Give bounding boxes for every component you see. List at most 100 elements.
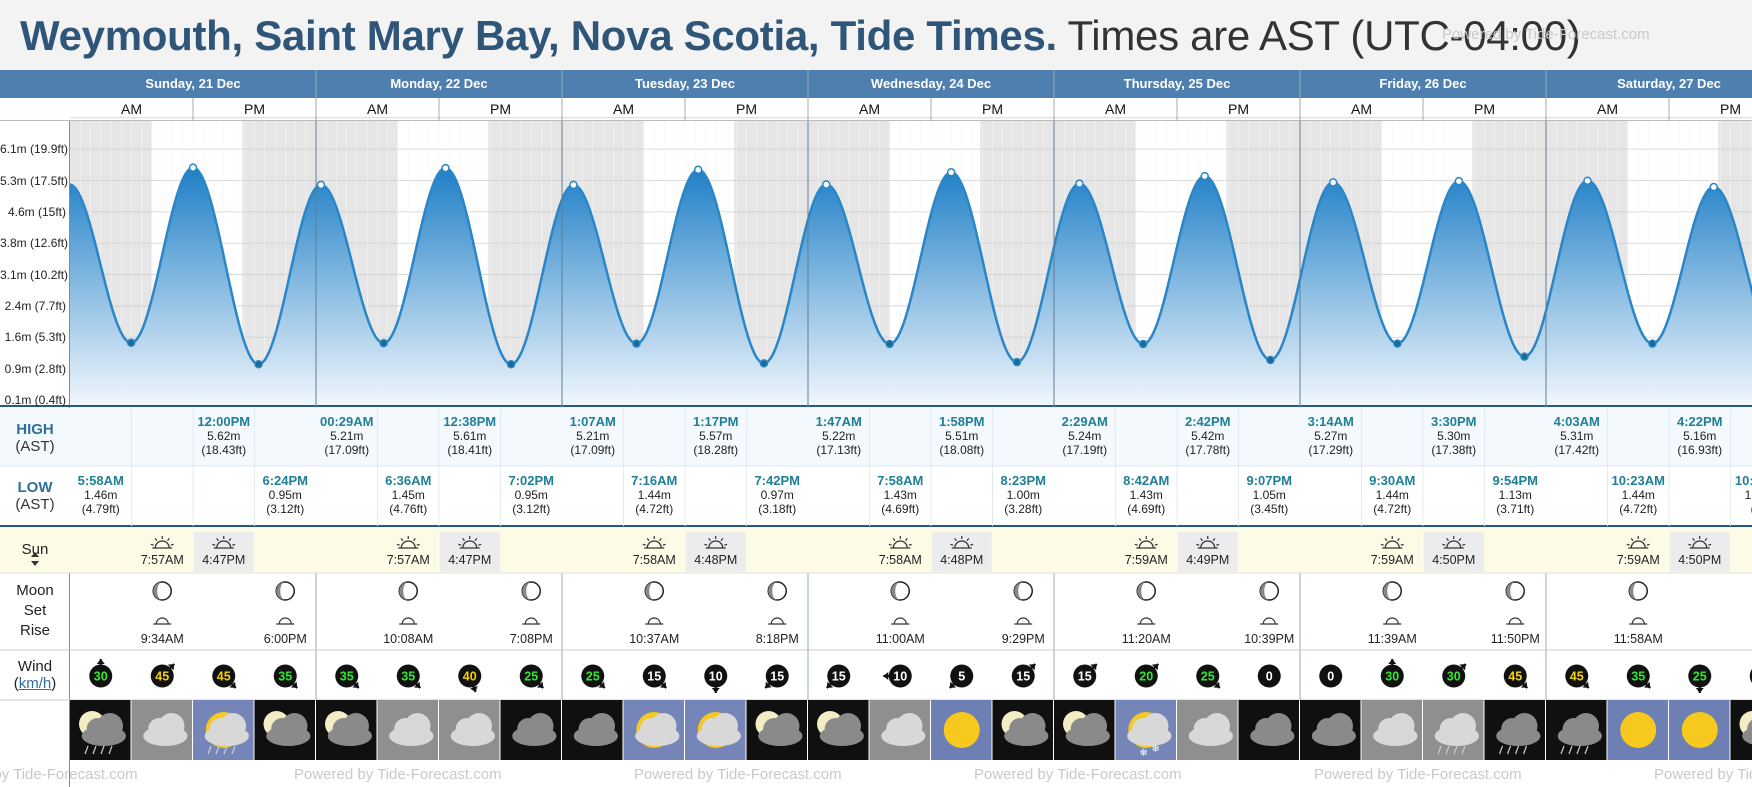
- moon-time: 10:37AM: [629, 632, 680, 646]
- powered-by-watermark: Powered by Tide-Forecast.com: [294, 766, 502, 783]
- wind-speed: 35: [340, 670, 354, 684]
- wind-speed: 5: [958, 670, 965, 684]
- wind-speed: 40: [463, 670, 477, 684]
- sunrise-icon: [396, 536, 420, 549]
- wind-icon: 15: [1011, 663, 1037, 688]
- wind-icon: 30: [1442, 663, 1467, 688]
- day-header: Sunday, 21 Dec: [145, 76, 241, 91]
- sun-time: 4:50PM: [1678, 553, 1722, 567]
- wind-speed: 45: [1570, 670, 1584, 684]
- low-tide-cell: 6:36AM 1.45m (4.76ft): [385, 473, 432, 517]
- wind-speed: 20: [1139, 670, 1153, 684]
- am-label: AM: [859, 101, 880, 117]
- svg-text:❄: ❄: [1140, 748, 1148, 759]
- moon-time: 11:00AM: [875, 632, 925, 646]
- powered-by-watermark: Powered by Tide-Forecast.com: [974, 766, 1182, 783]
- wind-speed: 30: [1447, 670, 1461, 684]
- wind-icon: 30: [1380, 659, 1404, 688]
- moon-phase-icon: [275, 581, 295, 601]
- wind-speed: 15: [770, 670, 784, 684]
- high-tide-cell: 1:07AM 5.21m (17.09ft): [569, 414, 616, 458]
- am-label: AM: [1351, 101, 1372, 117]
- weather-sun-cloud-icon: [623, 700, 684, 760]
- moonset-icon: [1137, 617, 1156, 625]
- moon-phase-icon: [1013, 581, 1033, 601]
- high-tide-cell: 00:29AM 5.21m (17.09ft): [320, 414, 374, 458]
- svg-text:❄: ❄: [1152, 744, 1160, 755]
- moon-phase-icon: [1136, 581, 1156, 601]
- sun-time: 7:59AM: [1124, 553, 1168, 567]
- weather-night-cloud-icon: [316, 700, 377, 760]
- wind-speed: 15: [1016, 670, 1030, 684]
- moonset-icon: [891, 617, 910, 625]
- moonrise-icon: [768, 617, 787, 625]
- weather-cloudy-rain-icon: [1423, 700, 1484, 760]
- wind-icon: 35: [335, 664, 360, 689]
- wind-speed: 15: [832, 670, 846, 684]
- high-tide-point: [1454, 176, 1464, 186]
- low-tide-point: [254, 359, 263, 369]
- wind-speed: 0: [1266, 670, 1273, 684]
- weather-day-cloud-rain-icon: [193, 700, 254, 760]
- weather-dark-cloudy-rain-icon: [1546, 700, 1607, 760]
- weather-cloudy-icon: [377, 700, 438, 760]
- moon-phase-icon: [1259, 581, 1279, 601]
- moon-time: 11:39AM: [1367, 632, 1417, 646]
- sunrise-icon: [1380, 536, 1404, 549]
- weather-sunny-icon: [1607, 700, 1668, 760]
- wind-icon: 15: [825, 664, 851, 689]
- high-tide-cell: 12:38PM 5.61m (18.41ft): [443, 414, 497, 458]
- moon-phase-icon: [1628, 581, 1648, 601]
- moon-time: 6:00PM: [263, 632, 307, 646]
- wind-icon: 25: [581, 664, 606, 689]
- sunset-icon: [458, 536, 482, 549]
- wind-row-label: Wind (km/h): [13, 658, 57, 692]
- pm-label: PM: [736, 101, 757, 117]
- tide-line: [68, 166, 1752, 366]
- high-tide-cell: 4:22PM 5.16m (16.93ft): [1676, 414, 1723, 458]
- wind-unit-link[interactable]: km/h: [18, 675, 52, 692]
- sun-time: 4:47PM: [202, 553, 246, 567]
- wind-icon: 45: [1503, 664, 1529, 689]
- moon-phase-icon: [521, 581, 541, 601]
- weather-cloudy-icon: [1177, 700, 1238, 760]
- day-header: Tuesday, 23 Dec: [635, 76, 735, 91]
- sun-time: 4:50PM: [1432, 553, 1476, 567]
- high-tide-point: [822, 180, 831, 189]
- wind-icon: 5: [948, 664, 974, 689]
- weather-night-cloud-icon: [254, 700, 315, 760]
- high-tide-cell: 4:03AM 5.31m (17.42ft): [1553, 414, 1600, 458]
- wind-icon: 25: [1196, 664, 1221, 689]
- high-tide-point: [1709, 182, 1719, 192]
- moon-phase-icon: [644, 581, 664, 601]
- low-tide-point: [379, 338, 388, 348]
- sunset-icon: [212, 536, 236, 549]
- wind-icon: 35: [1626, 664, 1652, 689]
- high-tide-point: [693, 165, 703, 175]
- weather-dark-cloudy-rain-icon: [1484, 700, 1545, 760]
- moonrise-icon: [276, 617, 295, 625]
- am-label: AM: [1597, 101, 1618, 117]
- moon-phase-icon: [767, 581, 787, 601]
- low-tide-point: [1266, 355, 1275, 365]
- moon-row-label: Moon Set Rise: [16, 582, 54, 639]
- sunrise-icon: [642, 536, 666, 549]
- low-tide-cell: 5:58AM 1.46m (4.79ft): [77, 473, 124, 517]
- am-label: AM: [367, 101, 388, 117]
- wind-speed: 45: [1508, 670, 1522, 684]
- high-tide-cell: 3:30PM 5.30m (17.38ft): [1430, 414, 1477, 458]
- moonrise-icon: [522, 617, 541, 625]
- high-tide-point: [188, 163, 198, 172]
- low-tide-cell: 6:24PM 0.95m (3.12ft): [262, 473, 309, 517]
- day-header: Thursday, 25 Dec: [1123, 76, 1231, 91]
- y-axis-label: 3.1m (10.2ft): [0, 267, 69, 282]
- moonset-icon: [1383, 617, 1402, 625]
- y-axis-label: 0.9m (2.8ft): [4, 361, 66, 376]
- moon-time: 11:58AM: [1613, 632, 1663, 646]
- wind-icon: 10: [883, 664, 912, 688]
- wind-icon: 25: [1688, 664, 1712, 693]
- bottom-watermark: Powered by Tide-Forecast.com Powered by T…: [0, 763, 1752, 787]
- low-tide-cell: 10:46PM1.22m(4ft): [1734, 473, 1752, 517]
- am-label: AM: [121, 101, 142, 117]
- weather-sun-cloud-icon: [685, 700, 746, 760]
